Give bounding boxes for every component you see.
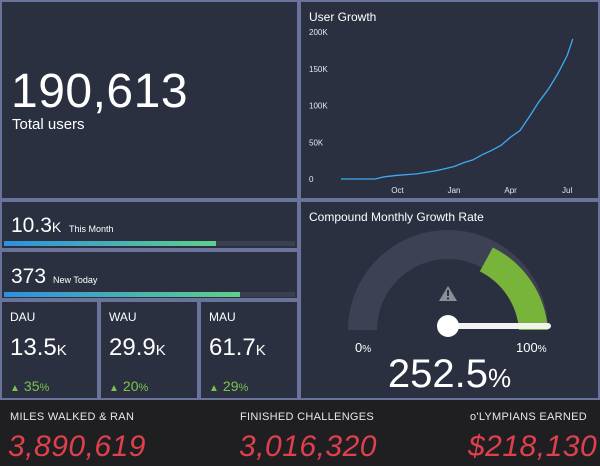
miles-label: MILES WALKED & RAN bbox=[10, 411, 135, 423]
new-today-value: 373 bbox=[11, 265, 47, 288]
x-tick-label: Jul bbox=[562, 186, 572, 195]
total-users-panel: 190,613 Total users bbox=[2, 2, 297, 198]
y-tick-label: 0 bbox=[309, 175, 314, 184]
wau-title: WAU bbox=[109, 310, 137, 324]
dau-panel: DAU 13.5K ▲ 35% bbox=[2, 302, 97, 398]
warning-icon bbox=[439, 286, 457, 301]
wau-change: ▲ 20% bbox=[109, 378, 149, 394]
dau-value: 13.5K bbox=[10, 334, 67, 361]
this-month-value: 10.3K bbox=[11, 214, 62, 237]
user-growth-chart: 200K 150K 100K 50K 0 Oct Jan Apr Jul bbox=[309, 28, 574, 195]
new-today-progress bbox=[4, 292, 295, 297]
y-tick-label: 150K bbox=[309, 65, 328, 74]
growth-rate-title: Compound Monthly Growth Rate bbox=[309, 210, 484, 224]
earned-label: o'LYMPIANS EARNED bbox=[470, 411, 588, 423]
gauge-max-label: 100% bbox=[516, 340, 547, 355]
y-tick-label: 50K bbox=[309, 138, 324, 147]
miles-value: 3,890,619 bbox=[8, 430, 146, 463]
gauge-min-label: 0% bbox=[355, 340, 372, 355]
mau-value: 61.7K bbox=[209, 334, 266, 361]
user-growth-title: User Growth bbox=[309, 10, 377, 24]
x-tick-label: Jan bbox=[448, 186, 461, 195]
series-line bbox=[341, 38, 574, 180]
this-month-panel: 10.3K This Month bbox=[2, 202, 297, 248]
y-tick-label: 100K bbox=[309, 102, 328, 111]
dau-title: DAU bbox=[10, 310, 36, 324]
up-arrow-icon: ▲ bbox=[109, 383, 119, 394]
total-users-label: Total users bbox=[12, 116, 85, 133]
new-today-panel: 373 New Today bbox=[2, 252, 297, 298]
up-arrow-icon: ▲ bbox=[209, 383, 219, 394]
new-today-progress-fill bbox=[4, 292, 240, 297]
new-today-label: New Today bbox=[53, 275, 98, 285]
dau-change: ▲ 35% bbox=[10, 378, 50, 394]
mau-change: ▲ 29% bbox=[209, 378, 249, 394]
mau-title: MAU bbox=[209, 310, 236, 324]
x-tick-label: Oct bbox=[391, 186, 404, 195]
gauge-green-segment bbox=[479, 247, 548, 330]
growth-rate-gauge bbox=[348, 230, 551, 337]
challenges-value: 3,016,320 bbox=[239, 430, 377, 463]
total-users-value: 190,613 bbox=[11, 65, 189, 118]
wau-panel: WAU 29.9K ▲ 20% bbox=[101, 302, 197, 398]
growth-rate-panel: Compound Monthly Growth Rate 0% 100% 252… bbox=[301, 202, 598, 398]
mau-panel: MAU 61.7K ▲ 29% bbox=[201, 302, 297, 398]
gauge-needle bbox=[446, 323, 551, 329]
x-tick-label: Apr bbox=[504, 186, 517, 195]
this-month-label: This Month bbox=[69, 224, 114, 234]
footer-stats: MILES WALKED & RAN 3,890,619 FINISHED CH… bbox=[0, 400, 600, 466]
this-month-progress-fill bbox=[4, 241, 217, 246]
challenges-label: FINISHED CHALLENGES bbox=[240, 411, 375, 423]
user-growth-panel: User Growth 200K 150K 100K 50K 0 Oct Jan Apr Jul bbox=[301, 2, 598, 198]
y-tick-label: 200K bbox=[309, 28, 328, 37]
wau-value: 29.9K bbox=[109, 334, 166, 361]
this-month-progress bbox=[4, 241, 295, 246]
gauge-value: 252.5% bbox=[387, 352, 512, 396]
gauge-needle-pivot bbox=[437, 315, 459, 337]
earned-value: $218,130 bbox=[468, 430, 598, 463]
up-arrow-icon: ▲ bbox=[10, 383, 20, 394]
